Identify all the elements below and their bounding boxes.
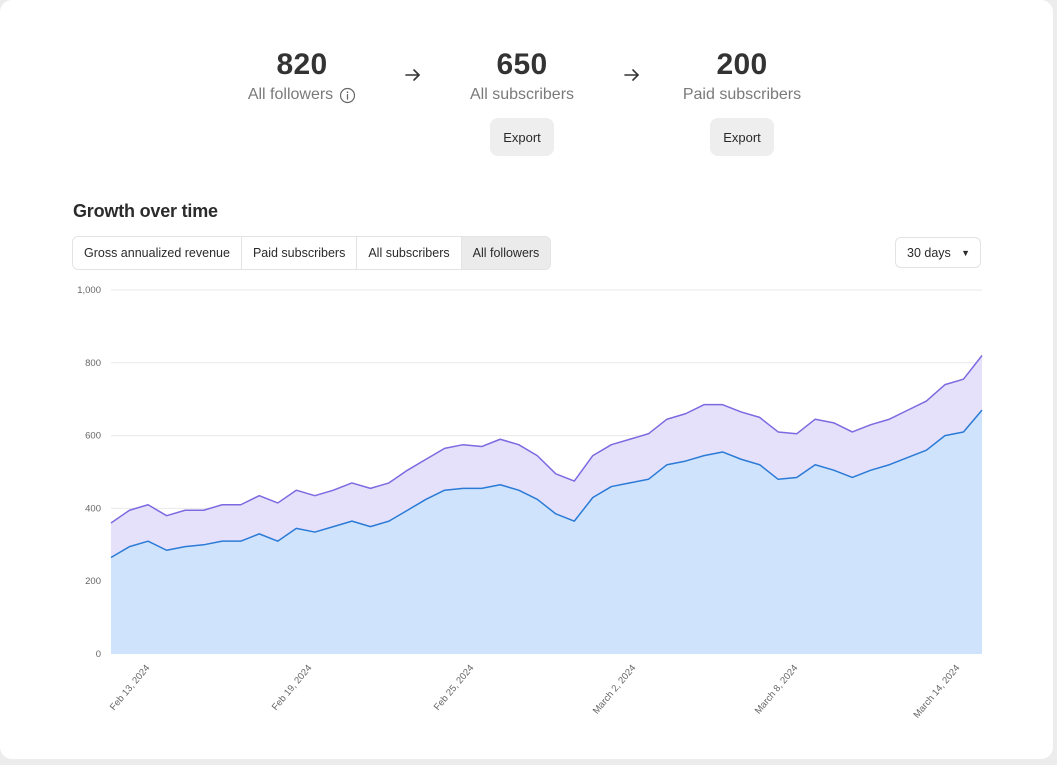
date-range-select[interactable]: 30 days ▼: [895, 237, 981, 268]
info-icon[interactable]: [339, 87, 356, 104]
section-title: Growth over time: [73, 201, 218, 221]
followers-count: 820: [276, 48, 328, 81]
y-tick-label: 1,000: [77, 285, 101, 296]
x-tick-label: Feb 13, 2024: [108, 663, 152, 713]
export-paid-button[interactable]: Export: [710, 118, 774, 156]
followers-stat: 820 All followers: [202, 46, 402, 106]
x-tick-label: Feb 25, 2024: [432, 663, 476, 713]
tab-all-followers[interactable]: All followers: [461, 237, 551, 269]
tab-all-subscribers[interactable]: All subscribers: [357, 237, 462, 269]
y-tick-label: 400: [85, 503, 101, 514]
subscribers-line: [110, 409, 983, 559]
subscribers-area: [111, 410, 982, 654]
subscribers-label: All subscribers: [469, 86, 575, 103]
audience-funnel: 820 All followers 650 All subscribers Ex…: [0, 46, 1053, 176]
paid-count: 200: [716, 48, 768, 81]
y-tick-label: 0: [96, 649, 101, 660]
x-tick-label: March 8, 2024: [753, 663, 800, 717]
x-tick-label: March 14, 2024: [911, 663, 962, 721]
y-tick-label: 800: [85, 358, 101, 369]
caret-down-icon: ▼: [961, 248, 970, 258]
paid-label: Paid subscribers: [682, 86, 802, 103]
date-range-value: 30 days: [907, 246, 951, 260]
subscribers-count: 650: [496, 48, 548, 81]
y-tick-label: 600: [85, 431, 101, 442]
tab-paid-subscribers[interactable]: Paid subscribers: [241, 237, 358, 269]
followers-label-row: All followers: [248, 84, 356, 106]
arrow-right-icon: [624, 69, 639, 81]
y-tick-label: 200: [85, 576, 101, 587]
metric-tabs: Gross annualized revenue Paid subscriber…: [72, 236, 552, 270]
followers-label: All followers: [247, 86, 334, 103]
followers-line: [110, 355, 983, 524]
arrow-right-icon: [405, 69, 420, 81]
tab-gross-annualized-revenue[interactable]: Gross annualized revenue: [73, 237, 242, 269]
subscribers-stat: 650 All subscribers Export: [422, 46, 622, 156]
paid-stat: 200 Paid subscribers Export: [642, 46, 842, 156]
x-tick-label: Feb 19, 2024: [270, 663, 314, 713]
x-tick-label: March 2, 2024: [591, 663, 638, 717]
growth-chart: 0 200 400 600 800 1,000 Feb 13, 2024 Feb 19, 20…: [77, 285, 983, 721]
export-subscribers-button[interactable]: Export: [490, 118, 554, 156]
